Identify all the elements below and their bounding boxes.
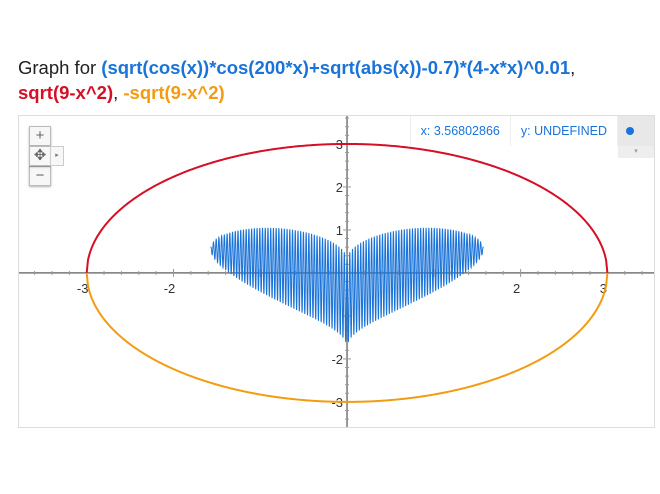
coordinate-readout: x: 3.56802866 y: UNDEFINED xyxy=(409,116,654,146)
y-tick-label: 1 xyxy=(336,223,343,238)
formula-lower-circle[interactable]: -sqrt(9-x^2) xyxy=(123,82,225,103)
dropdown-arrow-icon[interactable]: ▾ xyxy=(618,146,654,158)
zoom-out-button[interactable]: − xyxy=(29,166,51,186)
series-line-0 xyxy=(210,227,484,342)
title-prefix: Graph for xyxy=(18,57,102,78)
series-selector[interactable] xyxy=(617,116,654,146)
pan-icon[interactable]: ✥ xyxy=(29,146,51,166)
zoom-controls: + ✥ ▸ − xyxy=(29,126,64,186)
series-line-2 xyxy=(85,272,609,403)
x-tick-label: -3 xyxy=(77,281,89,296)
x-tick-label: -2 xyxy=(164,281,176,296)
x-readout: x: 3.56802866 xyxy=(409,116,510,146)
y-readout: y: UNDEFINED xyxy=(509,116,617,146)
separator: , xyxy=(570,57,576,78)
y-tick-label: -2 xyxy=(331,352,343,367)
x-tick-label: 3 xyxy=(600,281,607,296)
zoom-in-button[interactable]: + xyxy=(29,126,51,146)
expand-arrow-icon[interactable]: ▸ xyxy=(50,146,64,166)
series-dot-icon xyxy=(626,127,634,135)
x-tick-label: 2 xyxy=(513,281,520,296)
graph-title: Graph for (sqrt(cos(x))*cos(200*x)+sqrt(… xyxy=(18,55,575,105)
formula-upper-circle[interactable]: sqrt(9-x^2) xyxy=(18,82,114,103)
series-line-1 xyxy=(85,142,609,274)
formula-heart[interactable]: (sqrt(cos(x))*cos(200*x)+sqrt(abs(x))-0.… xyxy=(101,57,571,78)
y-tick-label: 2 xyxy=(336,180,343,195)
separator: , xyxy=(113,82,124,103)
graph-plot-area[interactable]: -3 -2 2 3 3 2 1 -2 -3 + ✥ ▸ − x: 3.56802866 y: U… xyxy=(18,115,655,428)
